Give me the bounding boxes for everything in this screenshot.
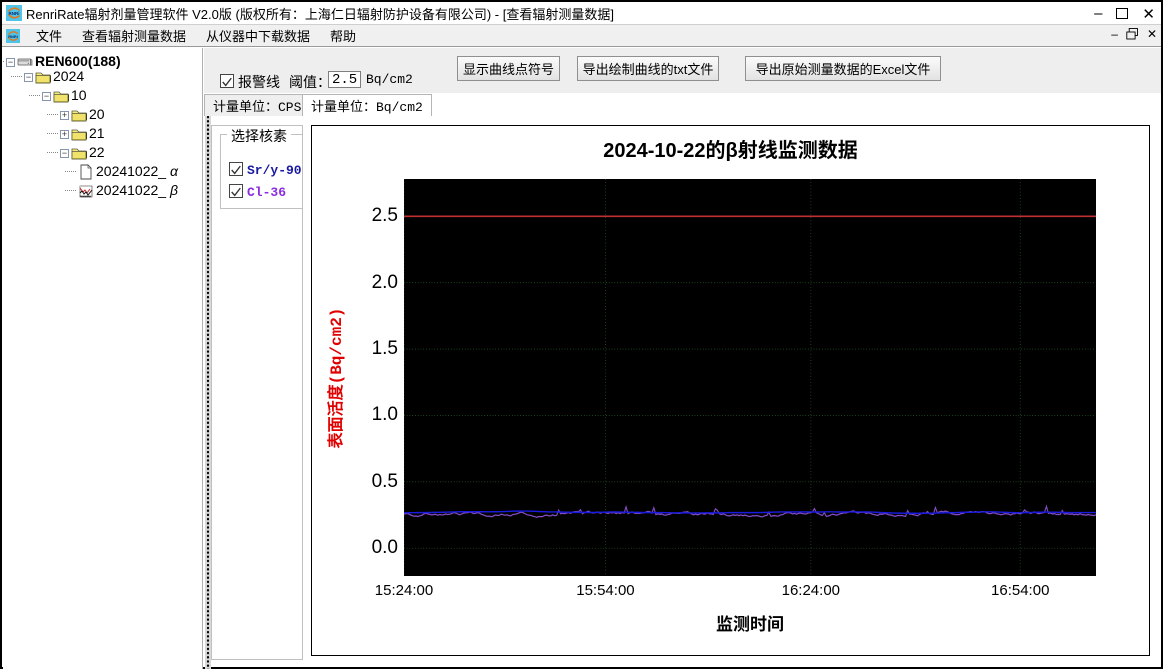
svg-text:RNRi: RNRi [8,33,18,38]
svg-text:RNRi: RNRi [9,11,20,16]
